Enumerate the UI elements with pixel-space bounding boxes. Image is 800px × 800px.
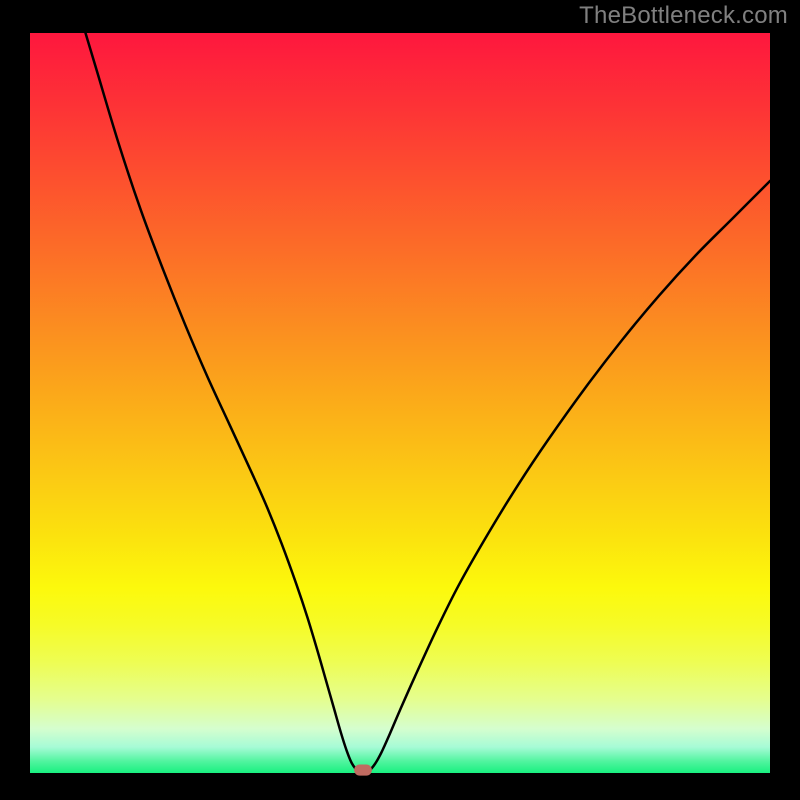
chart-stage: TheBottleneck.com	[0, 0, 800, 800]
plot-background	[30, 33, 770, 773]
watermark-text: TheBottleneck.com	[579, 2, 788, 30]
chart-svg	[0, 0, 800, 800]
optimal-marker	[354, 764, 372, 775]
